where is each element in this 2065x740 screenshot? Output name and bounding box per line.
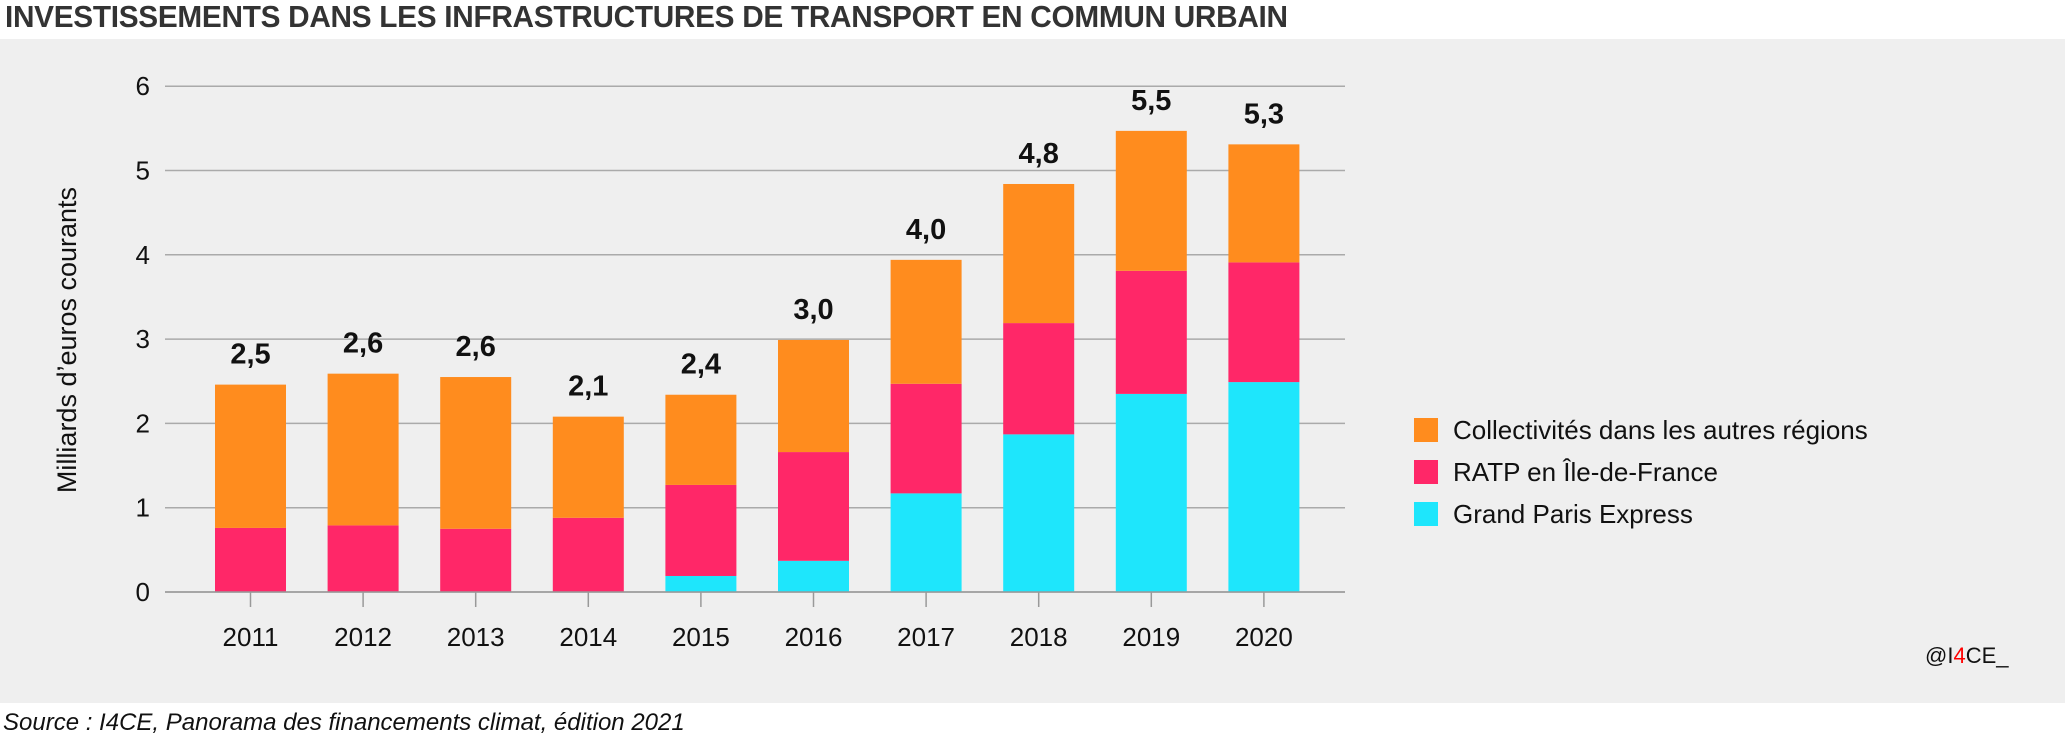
total-value-label: 4,8 [1019, 138, 1059, 170]
total-value-label: 2,5 [230, 339, 270, 371]
y-tick-label: 5 [136, 156, 150, 186]
total-value-label: 5,3 [1244, 98, 1284, 130]
y-axis-label: Milliards d’euros courants [52, 187, 82, 493]
total-value-label: 2,4 [681, 349, 721, 381]
bar-segment [778, 452, 849, 561]
axes [165, 591, 1345, 607]
legend-swatch-ratp [1414, 460, 1438, 484]
bar-segment [327, 525, 399, 592]
bar-segment [1003, 183, 1075, 324]
legend-item-ratp: RATP en Île-de-France [1414, 451, 1868, 493]
bar-segment [665, 575, 737, 592]
y-tick-label: 2 [136, 408, 150, 438]
total-value-label: 3,0 [793, 294, 833, 326]
bar-segment [1003, 323, 1075, 435]
handle-accent: 4 [1953, 643, 1966, 668]
x-tick-label: 2018 [1010, 622, 1068, 652]
y-tick-label: 3 [136, 324, 150, 354]
bar-segment [890, 259, 962, 384]
bar-segment [1003, 434, 1075, 592]
legend: Collectivités dans les autres régions RA… [1414, 409, 1868, 535]
y-tick-label: 1 [136, 493, 150, 523]
twitter-handle: @I4CE_ [1925, 643, 2009, 669]
x-tick-label: 2020 [1235, 622, 1293, 652]
legend-swatch-collectivites [1414, 418, 1438, 442]
legend-item-gpe: Grand Paris Express [1414, 493, 1868, 535]
bar-segment [665, 394, 737, 485]
bar-segment [778, 560, 849, 592]
bar-segment [778, 339, 849, 453]
legend-swatch-gpe [1414, 502, 1438, 526]
total-value-label: 2,6 [343, 328, 383, 360]
handle-suffix: CE_ [1965, 643, 2009, 668]
bar-segment [552, 517, 624, 592]
x-tick-label: 2011 [223, 622, 279, 652]
source-note: Source : I4CE, Panorama des financements… [3, 709, 685, 736]
bar-segment [1228, 144, 1300, 263]
bar-segment [552, 416, 624, 518]
bar-segment [1115, 270, 1187, 394]
x-tick-label: 2019 [1122, 622, 1180, 652]
legend-label: Grand Paris Express [1453, 498, 1693, 529]
bar-segment [890, 493, 962, 592]
bar-segment [1228, 382, 1300, 592]
y-tick-label: 6 [136, 71, 150, 101]
y-tick-label: 0 [136, 577, 150, 607]
x-tick-label: 2015 [672, 622, 730, 652]
handle-prefix: @I [1925, 643, 1954, 668]
bar-segment [1115, 393, 1187, 592]
total-value-label: 2,1 [568, 371, 608, 403]
total-value-label: 2,6 [456, 331, 496, 363]
bar-segment [1228, 262, 1300, 383]
legend-label: Collectivités dans les autres régions [1453, 414, 1868, 445]
bars [215, 130, 1300, 592]
x-tick-label: 2016 [785, 622, 843, 652]
bar-segment [1115, 130, 1187, 271]
total-value-label: 4,0 [906, 214, 946, 246]
legend-label: RATP en Île-de-France [1453, 456, 1718, 487]
legend-item-collectivites: Collectivités dans les autres régions [1414, 409, 1868, 451]
x-tick-label: 2012 [334, 622, 392, 652]
labels: 0 1 2 3 4 5 6 2,5 2011 2,6 2012 2,6 2013 2,1 2014 2,4 20… [136, 71, 1293, 652]
x-tick-label: 2013 [447, 622, 505, 652]
bar-segment [327, 373, 399, 526]
bar-segment [665, 484, 737, 576]
bar-segment [440, 528, 512, 592]
bar-segment [215, 527, 286, 592]
total-value-label: 5,5 [1131, 85, 1171, 117]
x-tick-label: 2017 [897, 622, 955, 652]
bar-segment [215, 384, 286, 528]
bar-segment [440, 377, 512, 529]
chart-title: INVESTISSEMENTS DANS LES INFRASTRUCTURES… [5, 0, 1288, 34]
bar-segment [890, 383, 962, 494]
x-tick-label: 2014 [559, 622, 617, 652]
y-tick-label: 4 [136, 240, 150, 270]
